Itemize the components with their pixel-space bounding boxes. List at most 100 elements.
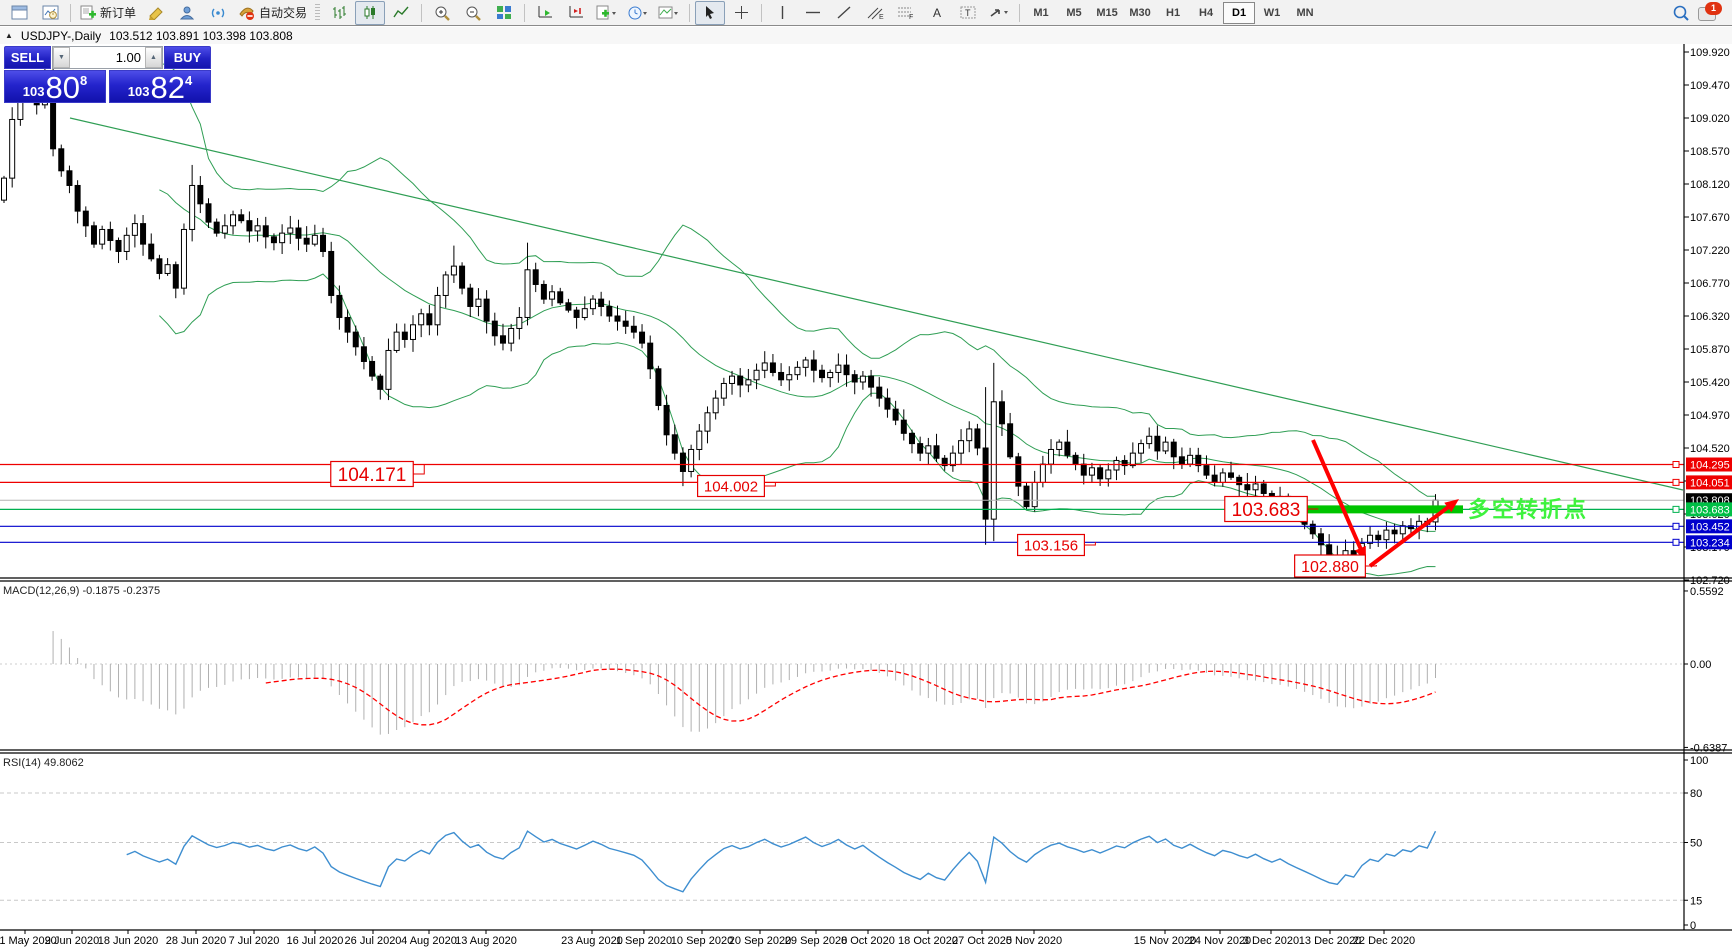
line-handle <box>1672 522 1680 530</box>
shapes-tool[interactable] <box>984 1 1014 25</box>
svg-text:0.00: 0.00 <box>1690 659 1711 671</box>
notifications-button[interactable]: 1 <box>1698 1 1722 22</box>
svg-text:80: 80 <box>1690 788 1702 800</box>
tile-windows-button[interactable] <box>489 1 519 25</box>
market-button[interactable] <box>172 1 202 25</box>
date-tick-label: 27 Oct 2020 <box>952 935 1012 947</box>
channel-tool[interactable]: E <box>860 1 890 25</box>
cursor-tool-button[interactable] <box>695 0 726 25</box>
sell-button[interactable]: SELL <box>4 46 51 69</box>
new-order-label: 新订单 <box>100 6 137 20</box>
svg-text:104.171: 104.171 <box>338 465 407 486</box>
templates-button[interactable] <box>654 1 684 25</box>
profiles-button[interactable] <box>35 1 65 25</box>
tf-m5[interactable]: M5 <box>1066 6 1082 19</box>
tf-m30[interactable]: M30 <box>1129 6 1151 19</box>
new-chart-button[interactable] <box>4 1 34 25</box>
candlestick-chart-button[interactable] <box>355 0 386 25</box>
price-tick-label: 105.420 <box>1690 377 1730 389</box>
autotrading-button[interactable]: 自动交易 <box>234 1 311 25</box>
svg-text:0: 0 <box>1690 920 1696 932</box>
price-badge-label: 104.051 <box>1690 477 1730 489</box>
oneclick-toggle-icon[interactable]: ▲ <box>5 31 13 40</box>
price-badge <box>1686 457 1732 472</box>
price-tick-label: 109.470 <box>1690 80 1730 92</box>
chart-shift-button[interactable] <box>561 1 591 25</box>
buy-price-display[interactable]: 103 82 4 <box>109 70 211 103</box>
price-tick-label: 105.870 <box>1690 344 1730 356</box>
styler-button[interactable] <box>141 1 171 25</box>
svg-text:15: 15 <box>1690 895 1702 907</box>
line-chart-button[interactable] <box>386 1 416 25</box>
price-badge-label: 103.683 <box>1690 504 1730 516</box>
volume-decrease-button[interactable]: ▼ <box>53 47 70 68</box>
price-badge-label: 103.452 <box>1690 521 1730 533</box>
chart-ohlc-readout: 103.512 103.891 103.398 103.808 <box>109 28 293 43</box>
text-tool[interactable]: A <box>922 1 952 25</box>
svg-text:T: T <box>965 8 971 18</box>
cn-annotation: 多空转折点 <box>1468 497 1588 522</box>
search-icon[interactable] <box>1672 4 1690 22</box>
svg-text:100: 100 <box>1690 755 1708 767</box>
price-badge-label: 104.295 <box>1690 460 1730 472</box>
auto-scroll-button[interactable] <box>530 1 560 25</box>
price-text-label <box>330 460 414 488</box>
date-tick-label: 3 Dec 2020 <box>1243 935 1299 947</box>
indicators-button[interactable] <box>592 1 622 25</box>
volume-increase-button[interactable]: ▲ <box>145 47 162 68</box>
price-text-label <box>1016 533 1085 557</box>
zoom-in-button[interactable] <box>427 1 457 25</box>
autotrading-label: 自动交易 <box>259 6 308 20</box>
sell-price-display[interactable]: 103 80 8 <box>4 70 106 103</box>
macd-label: MACD(12,26,9) -0.1875 -0.2375 <box>3 585 160 597</box>
volume-value[interactable]: 1.00 <box>70 47 145 68</box>
tf-w1[interactable]: W1 <box>1263 6 1281 19</box>
tf-m1[interactable]: M1 <box>1033 6 1049 19</box>
sell-price-big: 80 <box>45 70 80 105</box>
volume-spinner: ▼ 1.00 ▲ <box>52 46 163 69</box>
svg-text:104.002: 104.002 <box>704 478 758 495</box>
zoom-out-button[interactable] <box>458 1 488 25</box>
fibonacci-tool[interactable]: F <box>891 1 921 25</box>
svg-text:-0.6387: -0.6387 <box>1690 742 1727 754</box>
tf-d1[interactable]: D1 <box>1223 1 1256 24</box>
crosshair-tool-button[interactable] <box>726 1 756 25</box>
date-tick-label: 28 Jun 2020 <box>166 935 227 947</box>
svg-text:F: F <box>909 14 913 20</box>
date-tick-label: 4 Aug 2020 <box>401 935 457 947</box>
tf-mn[interactable]: MN <box>1296 6 1314 19</box>
tf-h1[interactable]: H1 <box>1166 6 1181 19</box>
chart-symbol-period: USDJPY-,Daily <box>20 28 102 43</box>
new-order-button[interactable]: 新订单 <box>76 1 140 25</box>
chart-area[interactable]: 多空转折点 104.171 104.002 103.156 103.683 102.880… <box>0 44 1732 949</box>
toolbar-separator <box>689 3 691 22</box>
toolbar-separator <box>70 3 71 22</box>
buy-button[interactable]: BUY <box>164 46 211 69</box>
bar-chart-button[interactable] <box>324 1 354 25</box>
price-tick-label: 104.520 <box>1690 443 1730 455</box>
date-tick-label: 10 Sep 2020 <box>671 935 733 947</box>
trendline-tool[interactable] <box>829 1 859 25</box>
horizontal-line-tool[interactable] <box>798 1 828 25</box>
price-tick-label: 106.320 <box>1690 311 1730 323</box>
price-tick-label: 107.670 <box>1690 212 1730 224</box>
tf-m15[interactable]: M15 <box>1096 6 1118 19</box>
chart-title-strip: ▲ USDJPY-,Daily 103.512 103.891 103.398 … <box>0 27 1732 44</box>
date-tick-label: 15 Nov 2020 <box>1134 935 1196 947</box>
price-chart[interactable]: 多空转折点 104.171 104.002 103.156 103.683 102.880… <box>0 44 1732 949</box>
rsi-pane <box>0 792 1684 901</box>
vertical-line-tool[interactable] <box>767 1 797 25</box>
tf-h4[interactable]: H4 <box>1199 6 1214 19</box>
sell-price-prefix: 103 <box>22 84 45 99</box>
line-handle <box>1672 538 1680 546</box>
price-text-label <box>696 474 765 498</box>
date-tick-label: 26 Jul 2020 <box>345 935 402 947</box>
date-tick-label: 24 Nov 2020 <box>1189 935 1251 947</box>
periods-button[interactable] <box>623 1 653 25</box>
date-tick-label: 1 Sep 2020 <box>616 935 672 947</box>
signals-button[interactable] <box>203 1 233 25</box>
text-label-tool[interactable]: T <box>953 1 983 25</box>
svg-text:A: A <box>933 6 941 20</box>
